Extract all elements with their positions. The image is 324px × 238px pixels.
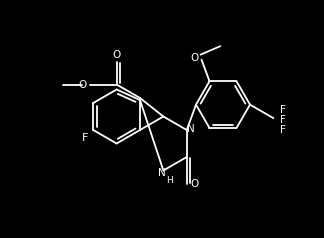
Text: N: N [187, 124, 195, 134]
Text: O: O [191, 179, 199, 189]
Text: H: H [166, 176, 173, 185]
Text: F: F [82, 133, 88, 143]
Text: O: O [191, 53, 199, 63]
Text: F: F [281, 105, 286, 115]
Text: O: O [112, 50, 121, 60]
Text: F: F [281, 125, 286, 135]
Text: O: O [78, 79, 87, 89]
Text: F: F [281, 115, 286, 125]
Text: N: N [157, 168, 165, 178]
